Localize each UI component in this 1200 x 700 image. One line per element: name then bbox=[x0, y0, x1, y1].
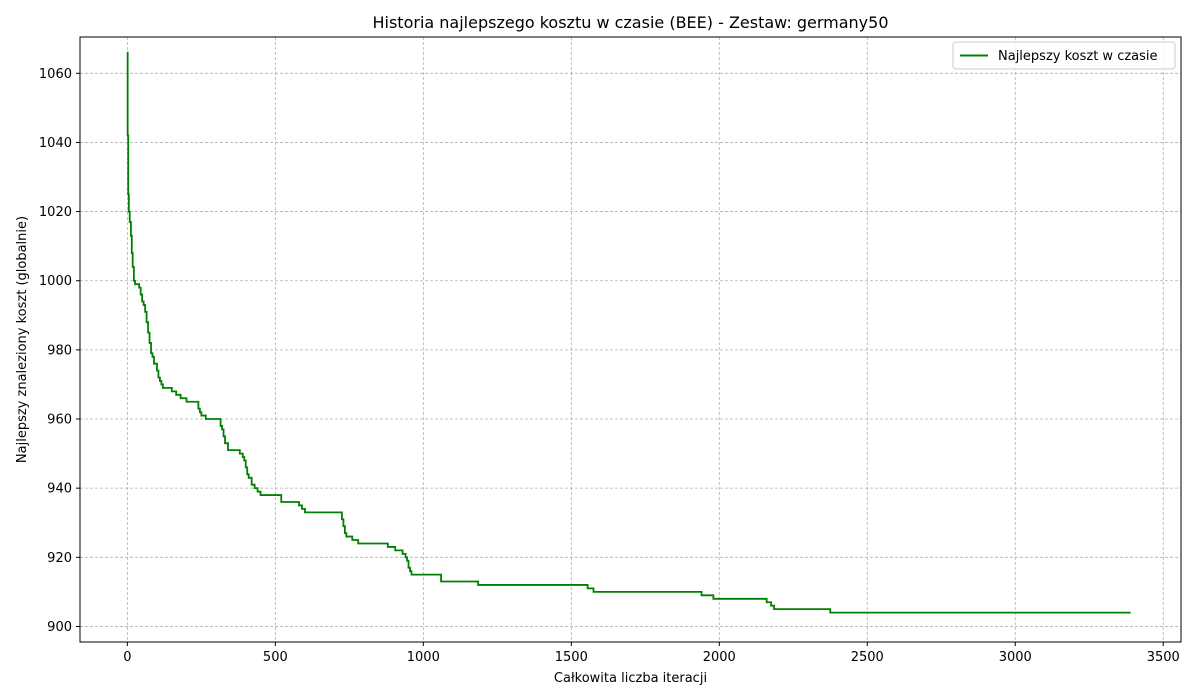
series-layer bbox=[126, 51, 1131, 614]
y-tick-label: 1060 bbox=[39, 67, 72, 82]
grid-lines bbox=[80, 37, 1181, 642]
y-tick-label: 920 bbox=[47, 551, 72, 566]
x-tick-label: 3500 bbox=[1147, 650, 1180, 665]
y-tick-label: 980 bbox=[47, 343, 72, 358]
legend-label: Najlepszy koszt w czasie bbox=[998, 49, 1158, 64]
y-tick-label: 1020 bbox=[39, 205, 72, 220]
series-line bbox=[126, 51, 1131, 614]
y-tick-label: 1040 bbox=[39, 136, 72, 151]
legend-box bbox=[952, 41, 1176, 70]
y-axis-ticks: 900 920 940 960 980 1000 1020 1040 1060 bbox=[39, 67, 80, 635]
x-tick-label: 3000 bbox=[999, 650, 1032, 665]
x-tick-label: 0 bbox=[123, 650, 131, 665]
chart-title: Historia najlepszego kosztu w czasie (BE… bbox=[372, 13, 888, 32]
x-axis-ticks: 0 500 1000 1500 2000 2500 3000 3500 bbox=[123, 642, 1180, 665]
y-tick-label: 940 bbox=[47, 482, 72, 497]
x-tick-label: 2000 bbox=[703, 650, 736, 665]
x-tick-label: 500 bbox=[263, 650, 288, 665]
x-tick-label: 1500 bbox=[555, 650, 588, 665]
y-axis-title: Najlepszy znaleziony koszt (globalnie) bbox=[15, 216, 30, 463]
x-tick-label: 2500 bbox=[851, 650, 884, 665]
x-axis-title: Całkowita liczba iteracji bbox=[554, 671, 707, 686]
y-tick-label: 960 bbox=[47, 413, 72, 428]
y-tick-label: 1000 bbox=[39, 274, 72, 289]
legend: Najlepszy koszt w czasie bbox=[952, 41, 1176, 70]
plot-area-frame bbox=[79, 36, 1182, 643]
y-tick-label: 900 bbox=[47, 620, 72, 635]
x-tick-label: 1000 bbox=[407, 650, 440, 665]
